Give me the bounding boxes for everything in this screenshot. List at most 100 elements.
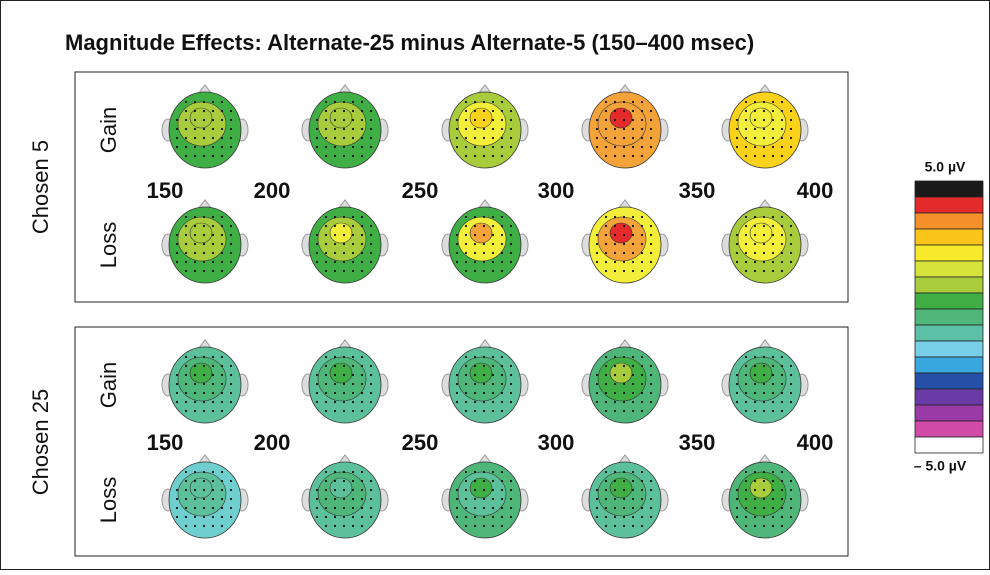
electrode [744, 364, 748, 368]
nose [337, 84, 353, 95]
electrode [351, 497, 355, 501]
electrode [649, 251, 653, 255]
electrode [500, 391, 504, 395]
electrode [771, 154, 775, 158]
electrode [333, 479, 337, 483]
electrode [744, 269, 748, 273]
electrode [631, 118, 635, 122]
electrode [789, 391, 793, 395]
electrode [491, 242, 495, 246]
electrode [744, 524, 748, 528]
electrode [175, 400, 179, 404]
electrode [473, 118, 477, 122]
electrode [193, 269, 197, 273]
electrode [184, 515, 188, 519]
electrode [184, 145, 188, 149]
electrode [622, 355, 626, 359]
electrode [595, 242, 599, 246]
electrode [771, 515, 775, 519]
electrode [780, 154, 784, 158]
electrode [500, 409, 504, 413]
electrode [762, 260, 766, 264]
electrode [622, 524, 626, 528]
electrode [789, 364, 793, 368]
electrode [202, 127, 206, 131]
electrode [753, 215, 757, 219]
electrode [631, 233, 635, 237]
electrode [604, 400, 608, 404]
electrode [753, 409, 757, 413]
electrode [193, 515, 197, 519]
electrode [473, 145, 477, 149]
electrode [789, 497, 793, 501]
electrode [351, 479, 355, 483]
electrode [369, 260, 373, 264]
electrode [762, 355, 766, 359]
colorbar-swatch [914, 436, 984, 454]
electrode [220, 355, 224, 359]
electrode [193, 364, 197, 368]
electrode [509, 109, 513, 113]
electrode [333, 269, 337, 273]
electrode [500, 506, 504, 510]
electrode [369, 224, 373, 228]
electrode [351, 506, 355, 510]
electrode [771, 355, 775, 359]
electrode [360, 515, 364, 519]
electrode [631, 488, 635, 492]
electrode [604, 242, 608, 246]
electrode [351, 100, 355, 104]
electrode [342, 479, 346, 483]
electrode [202, 118, 206, 122]
electrode [315, 233, 319, 237]
electrode [762, 127, 766, 131]
electrode [491, 470, 495, 474]
electrode [473, 515, 477, 519]
row-label: Gain [96, 362, 121, 408]
electrode [649, 109, 653, 113]
electrode [473, 136, 477, 140]
electrode [780, 251, 784, 255]
electrode [202, 242, 206, 246]
electrode [324, 515, 328, 519]
electrode [473, 269, 477, 273]
electrode [220, 109, 224, 113]
electrode [473, 233, 477, 237]
electrode [175, 488, 179, 492]
electrode [333, 154, 337, 158]
electrode [509, 127, 513, 131]
electrode [351, 242, 355, 246]
time-label: 300 [538, 430, 575, 455]
electrode [753, 233, 757, 237]
electrode [753, 260, 757, 264]
electrode [509, 488, 513, 492]
electrode [762, 391, 766, 395]
electrode [324, 242, 328, 246]
electrode [184, 242, 188, 246]
electrode [473, 224, 477, 228]
electrode [333, 215, 337, 219]
electrode [613, 224, 617, 228]
electrode [482, 109, 486, 113]
contour [469, 362, 493, 384]
electrode [184, 118, 188, 122]
electrode [455, 382, 459, 386]
colorbar-swatch [914, 372, 984, 390]
electrode [369, 242, 373, 246]
electrode [622, 391, 626, 395]
electrode [193, 100, 197, 104]
electrode [360, 224, 364, 228]
electrode [640, 364, 644, 368]
electrode [640, 470, 644, 474]
electrode [789, 488, 793, 492]
electrode [789, 118, 793, 122]
electrode [342, 109, 346, 113]
electrode [464, 524, 468, 528]
electrode [631, 355, 635, 359]
electrode [342, 400, 346, 404]
electrode [369, 109, 373, 113]
electrode [595, 260, 599, 264]
time-label: 300 [538, 178, 575, 203]
electrode [640, 154, 644, 158]
